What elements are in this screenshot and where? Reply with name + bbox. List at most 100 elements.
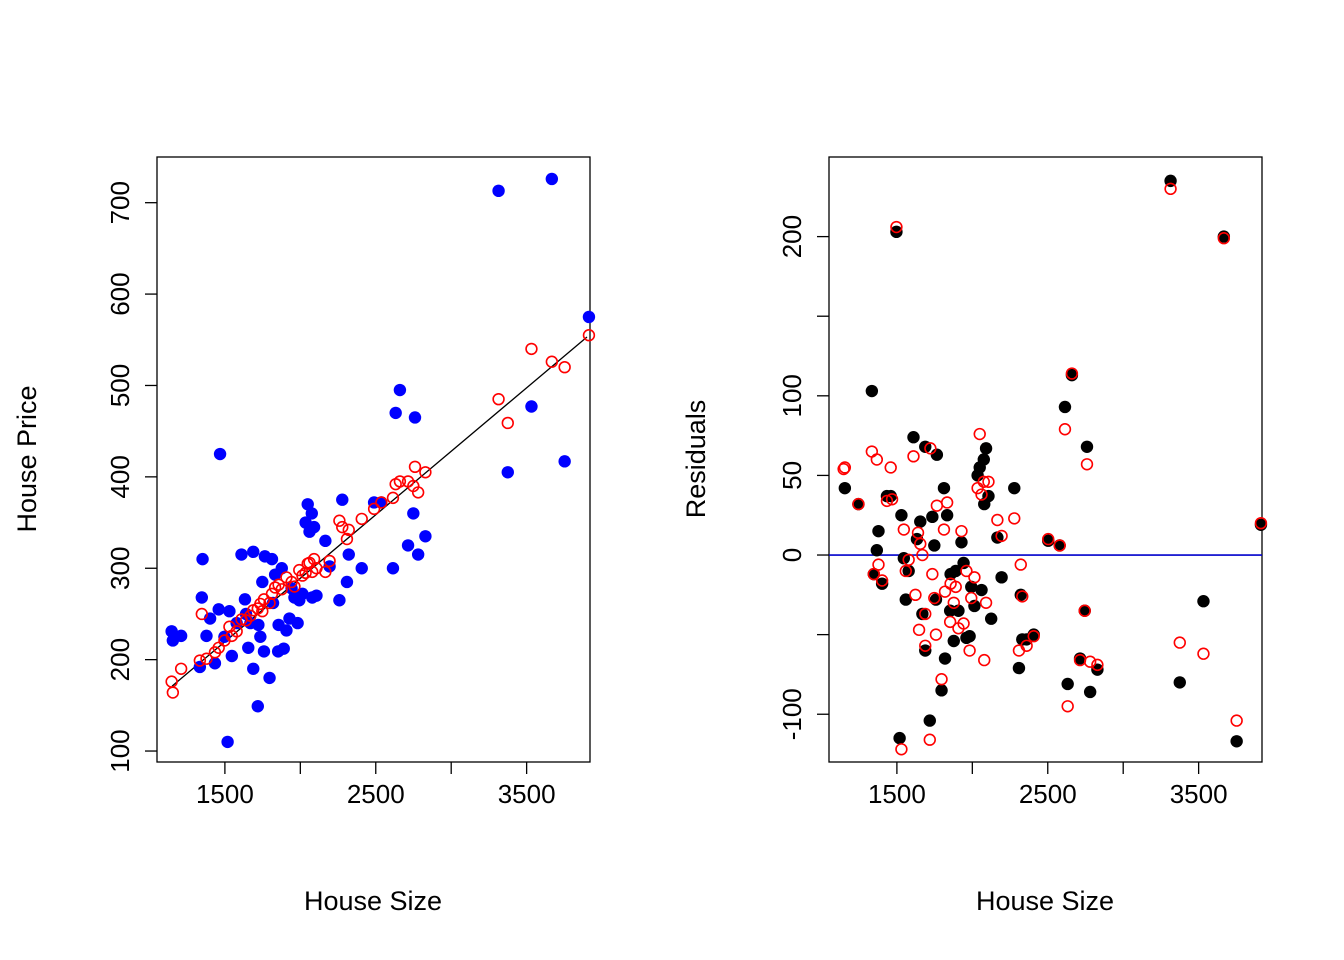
data-point (247, 662, 260, 675)
fitted-point (393, 475, 407, 488)
fitted-point (1173, 636, 1186, 649)
plot-marks (829, 174, 1268, 756)
data-point (340, 575, 354, 589)
data-point (296, 587, 309, 601)
y-tick-label: 500 (105, 364, 135, 407)
data-point (1230, 735, 1243, 748)
data-point (916, 607, 929, 621)
data-point (393, 383, 407, 397)
fitted-point (923, 733, 936, 746)
fitted-point (501, 416, 514, 430)
fitted-point (411, 486, 425, 499)
y-tick-label: -100 (777, 688, 807, 740)
data-point (419, 530, 432, 543)
data-point (238, 593, 252, 606)
fitted-point (492, 392, 505, 406)
fitted-point (926, 567, 939, 581)
data-point (263, 671, 276, 685)
data-point (247, 545, 260, 559)
fitted-point (306, 565, 319, 579)
fitted-point (275, 583, 288, 596)
data-point (1080, 440, 1094, 453)
y-axis: -100 0 50 100 200 (777, 215, 829, 740)
data-point (995, 571, 1008, 584)
fitted-point (979, 596, 993, 609)
data-point (291, 616, 304, 630)
y-tick-label: 700 (105, 181, 135, 224)
y-tick-label: 600 (105, 272, 135, 315)
x-tick-label: 3500 (498, 779, 556, 809)
x-axis: 1500 2500 3500 (196, 762, 556, 809)
data-point (280, 624, 293, 637)
fitted-point (386, 491, 400, 505)
fitted-point (909, 588, 922, 602)
fitted-point (545, 355, 559, 368)
fitted-point (1217, 231, 1231, 245)
fitted-point (867, 567, 881, 581)
data-point (965, 580, 978, 594)
data-point (935, 684, 948, 697)
x-tick-label: 1500 (196, 779, 254, 809)
data-point (411, 548, 425, 561)
fitted-point (977, 475, 990, 488)
data-point (310, 589, 323, 602)
fitted-point (935, 673, 948, 686)
data-point (235, 548, 248, 561)
y-tick-label: 100 (105, 729, 135, 772)
data-point (1008, 481, 1021, 495)
y-tick-label: 0 (777, 548, 807, 562)
fitted-point (955, 524, 968, 538)
data-point (870, 544, 884, 557)
data-point (200, 629, 213, 643)
data-point (242, 641, 255, 654)
x-axis: 1500 2500 3500 (868, 762, 1228, 809)
data-point (947, 634, 960, 648)
fitted-point (200, 652, 213, 665)
fitted-point (978, 653, 991, 667)
fitted-point (949, 580, 962, 594)
fitted-point (195, 607, 209, 621)
fitted-point (1078, 604, 1091, 617)
fitted-point (884, 461, 897, 474)
fitted-point (960, 564, 973, 578)
fitted-point (982, 475, 995, 488)
data-point (902, 564, 915, 578)
data-point (979, 442, 993, 455)
fitted-point (1080, 458, 1094, 471)
data-point (342, 548, 355, 561)
fitted-point (947, 596, 960, 609)
fitted-point (165, 675, 178, 688)
data-point (982, 489, 995, 503)
fitted-point (924, 442, 937, 455)
fitted-point (838, 461, 852, 474)
data-point (307, 520, 321, 534)
data-point (838, 481, 852, 495)
fitted-point (963, 644, 976, 657)
fitted-point (880, 494, 894, 508)
data-point (196, 552, 209, 566)
fitted-point (265, 587, 279, 601)
price-vs-size-panel: 1500 2500 3500 100 200 300 400 500 600 700 House… (12, 156, 596, 916)
y-axis-title: Residuals (681, 400, 711, 519)
x-tick-label: 2500 (1019, 779, 1077, 809)
data-point (492, 184, 505, 198)
data-point (984, 612, 998, 625)
fitted-point (938, 585, 952, 598)
fitted-point (307, 552, 321, 566)
fitted-point (355, 512, 368, 526)
fitted-point (333, 514, 346, 527)
data-point (955, 536, 968, 549)
data-point (407, 507, 420, 520)
fitted-point (1042, 532, 1055, 546)
data-point (872, 524, 885, 538)
data-point (582, 310, 596, 324)
fitted-point (408, 460, 422, 474)
x-tick-label: 2500 (347, 779, 405, 809)
fitted-point (973, 427, 986, 441)
data-point (895, 509, 908, 522)
data-point (386, 562, 400, 575)
data-point (277, 642, 290, 655)
y-tick-label: 300 (105, 547, 135, 590)
data-point (174, 629, 188, 643)
data-point (1053, 539, 1066, 552)
